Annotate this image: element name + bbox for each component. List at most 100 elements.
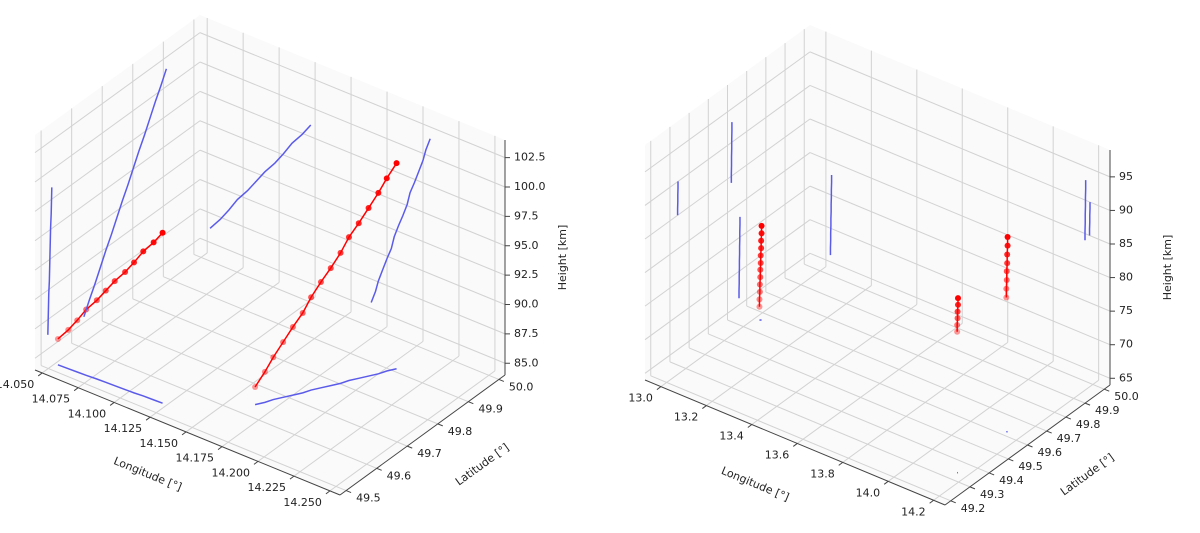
wall-projection (1084, 180, 1087, 241)
tick-mark (289, 475, 295, 480)
grid-line (199, 61, 506, 188)
z-tick-label: 95.0 (514, 239, 539, 252)
grid-line (113, 282, 280, 403)
trajectory-point (337, 249, 344, 256)
trajectory-point (345, 234, 352, 241)
trajectory-point (393, 160, 400, 167)
tick-mark (109, 402, 115, 406)
side-projection (738, 216, 741, 299)
tick-mark (37, 372, 43, 377)
trajectory-point (955, 295, 961, 302)
trajectory-point (54, 335, 61, 342)
trajectory-point (756, 303, 763, 310)
trajectory-point (140, 248, 147, 255)
grid-line (809, 185, 1111, 312)
tick-mark (345, 490, 352, 494)
tick-mark (929, 499, 934, 504)
trajectory-point (1004, 242, 1011, 249)
tick-mark (498, 378, 505, 382)
y-tick-label: 49.9 (1095, 404, 1120, 417)
x-tick-label: 13.2 (674, 411, 699, 424)
y-tick-label: 49.3 (980, 488, 1005, 501)
trajectory-point (150, 239, 157, 246)
trajectory-point (758, 245, 765, 252)
tick-mark (325, 490, 331, 495)
x-tick-label: 14.125 (104, 422, 143, 435)
grid-line (257, 340, 424, 462)
x-tick-label: 14.100 (68, 407, 107, 420)
y-tick-label: 49.7 (1057, 432, 1082, 445)
x-tick-label: 13.0 (628, 392, 653, 405)
trajectory-point (261, 368, 268, 375)
trajectory-point (252, 383, 259, 390)
grid-line (809, 219, 1111, 346)
grid-line (644, 219, 811, 341)
tick-mark (792, 443, 798, 447)
x-tick-label: 13.8 (810, 467, 835, 480)
y-tick-label: 49.6 (1038, 446, 1063, 459)
y-axis-title: Latitude [°] (453, 441, 511, 488)
x-tick-label: 13.6 (765, 448, 790, 461)
z-tick-label: 80 (1119, 271, 1133, 284)
grid-line (199, 120, 506, 247)
z-tick-label: 90 (1119, 203, 1133, 216)
grid-line (644, 185, 811, 307)
trajectory-point (1004, 233, 1011, 240)
grid-line (688, 347, 990, 474)
z-tick-label: 90.0 (514, 298, 539, 311)
tick-mark (838, 461, 844, 466)
floor-projection (57, 364, 163, 404)
tick-mark (950, 500, 956, 504)
pane (810, 25, 1110, 385)
trajectory-line (254, 162, 398, 388)
chart-3d: 14.05014.07514.10014.12514.15014.17514.2… (0, 15, 569, 509)
trajectory-point (1004, 251, 1011, 258)
grid-line (644, 118, 811, 240)
trajectory-point (954, 328, 961, 335)
tick-mark (437, 423, 443, 427)
grid-line (809, 51, 1111, 178)
y-tick-label: 49.4 (999, 474, 1024, 487)
grid-line (149, 296, 316, 418)
tick-mark (1046, 430, 1052, 434)
trajectory-point (756, 281, 763, 288)
trajectory-point (270, 354, 277, 361)
grid-line (40, 365, 347, 492)
trajectory-point (756, 296, 763, 303)
y-tick-label: 50.0 (1114, 390, 1139, 403)
trajectory-point (65, 326, 72, 333)
trajectory-point (756, 288, 763, 295)
z-tick-label: 102.5 (514, 151, 546, 164)
y-axis-title: Latitude [°] (1058, 451, 1116, 498)
pane (35, 250, 505, 495)
tick-mark (883, 480, 889, 485)
x-axis-title: Longitude [°] (719, 464, 791, 504)
grid-line (804, 263, 1105, 390)
trajectory-point (758, 230, 765, 237)
grid-line (193, 253, 500, 380)
trajectory-point (289, 323, 296, 330)
y-tick-label: 49.6 (387, 469, 412, 482)
x-tick-label: 14.050 (0, 378, 34, 391)
x-tick-label: 14.0 (856, 486, 881, 499)
trajectory-point (299, 309, 306, 316)
grid-line (102, 320, 408, 447)
tick-mark (145, 416, 151, 421)
grid-line (34, 120, 201, 242)
grid-line (784, 277, 1086, 404)
trajectory-point (1003, 268, 1010, 275)
trajectory-point (308, 294, 315, 301)
tick-mark (1008, 458, 1014, 462)
grid-line (644, 51, 811, 173)
grid-line (34, 32, 201, 154)
trajectory-point (383, 175, 390, 182)
grid-line (746, 305, 1047, 432)
y-axis (339, 374, 506, 496)
y-tick-label: 49.5 (356, 492, 381, 505)
x-tick-label: 14.250 (283, 496, 322, 509)
grid-line (132, 298, 438, 425)
trajectory-point (757, 259, 764, 266)
tick-mark (656, 386, 662, 391)
grid-line (809, 152, 1111, 279)
